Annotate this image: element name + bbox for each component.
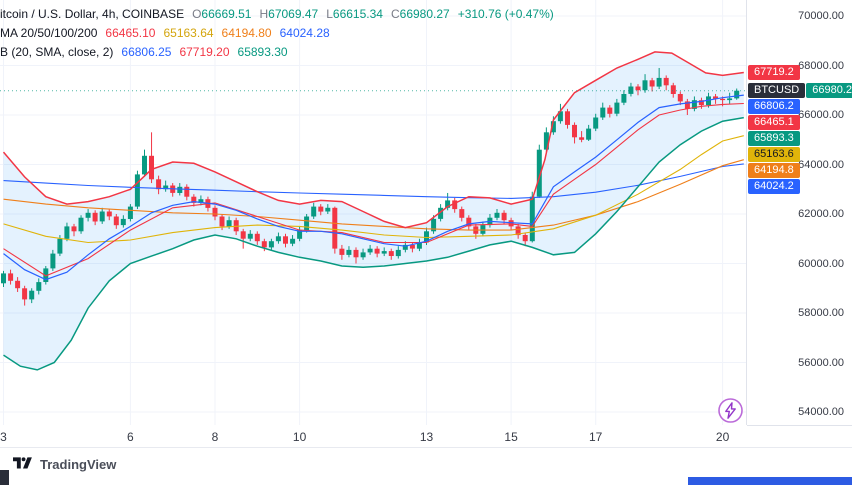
time-axis-label: 17 xyxy=(589,430,603,444)
price-scale-label: 56000.00 xyxy=(798,356,844,369)
ohlc-low: L 66615.34 xyxy=(326,6,383,21)
indicator-price-badge: 64024.2 xyxy=(748,179,800,195)
lightning-button[interactable] xyxy=(717,397,744,424)
last-price-badge: BTCUSD 66980.2 xyxy=(748,83,852,99)
price-scale-separator xyxy=(746,0,747,447)
price-change: +310.76 (+0.47%) xyxy=(457,6,554,21)
price-scale-label: 68000.00 xyxy=(798,59,844,72)
tradingview-logo-icon xyxy=(13,457,32,469)
indicator-value: 67719.20 xyxy=(179,44,230,59)
ohlc-open: O 66669.51 xyxy=(192,6,252,21)
price-scale-label: 62000.00 xyxy=(798,208,844,220)
time-axis-label: 10 xyxy=(292,430,307,444)
time-axis-label: 15 xyxy=(504,430,518,444)
price-scale-label: 58000.00 xyxy=(798,307,844,319)
indicator-price-badge: 66465.1 xyxy=(748,115,800,131)
price-badge-value: 65893.3 xyxy=(748,131,800,147)
price-scale-label: 60000.00 xyxy=(798,257,844,270)
price-scale-label: 66000.00 xyxy=(798,109,844,121)
sma-indicator-label[interactable]: SMA 20/50/100/200 xyxy=(0,25,98,40)
indicator-price-badge: 65893.3 xyxy=(748,131,800,147)
bottom-blue-strip xyxy=(688,477,852,485)
indicator-value: 66465.10 xyxy=(105,25,156,40)
indicator-value: 65893.30 xyxy=(237,44,288,59)
symbol-title[interactable]: Bitcoin / U.S. Dollar, 4h, COINBASE xyxy=(0,6,185,21)
bottom-left-partial-icon xyxy=(0,470,9,485)
time-axis[interactable]: 3 6 8 10 13 15 17 20 xyxy=(0,425,747,447)
indicator-price-badge: 65163.6 xyxy=(748,147,800,163)
indicator-value: 66806.25 xyxy=(121,44,172,59)
price-scale-label: 64000.00 xyxy=(798,158,844,171)
symbol-legend-row: Bitcoin / U.S. Dollar, 4h, COINBASE O 666… xyxy=(0,4,554,23)
indicator-price-badge: 66806.2 xyxy=(748,99,800,115)
price-badge-value: 64194.8 xyxy=(748,163,800,179)
price-badge-value: 64024.2 xyxy=(748,179,800,195)
price-badge-value: 66980.2 xyxy=(806,83,852,99)
price-badge-value: 67719.2 xyxy=(748,64,800,80)
indicator-price-badge: 67719.2 xyxy=(748,64,800,80)
price-scale-label: 54000.00 xyxy=(798,406,844,418)
indicator-price-badge: 64194.8 xyxy=(748,163,800,179)
time-axis-label: 13 xyxy=(419,430,434,444)
price-scale[interactable]: 70000.00 68000.00 66000.00 64000.00 62000.00… xyxy=(747,0,852,425)
time-axis-label: 8 xyxy=(211,430,219,444)
price-scale-label: 70000.00 xyxy=(798,10,844,22)
indicator-value: 64194.80 xyxy=(221,25,272,40)
bb-indicator-label[interactable]: BB (20, SMA, close, 2) xyxy=(0,44,114,59)
ohlc-high: H 67069.47 xyxy=(259,6,319,21)
time-axis-label: 6 xyxy=(127,430,134,444)
price-badge-value: 66806.2 xyxy=(748,99,800,115)
price-badge-value: 65163.6 xyxy=(748,147,800,163)
ohlc-close: C 66980.27 xyxy=(390,6,450,21)
sma-indicator-row: SMA 20/50/100/200 66465.10 65163.64 64194.… xyxy=(0,23,554,42)
chart-canvas[interactable] xyxy=(0,0,747,425)
price-badge-value: 66465.1 xyxy=(748,115,800,131)
tradingview-logo[interactable]: TradingView xyxy=(13,456,116,472)
bb-indicator-values: 66806.25 67719.20 65893.30 xyxy=(121,45,287,59)
sma-indicator-values: 66465.10 65163.64 64194.80 64024.28 xyxy=(105,26,329,40)
tradingview-logo-text: TradingView xyxy=(40,456,117,472)
chart-legend: Bitcoin / U.S. Dollar, 4h, COINBASE O 666… xyxy=(0,4,554,61)
chart-bottom-border xyxy=(0,447,852,448)
time-axis-label: 20 xyxy=(715,430,730,444)
lightning-icon xyxy=(718,398,743,423)
indicator-value: 64024.28 xyxy=(279,25,330,40)
bb-indicator-row: BB (20, SMA, close, 2) 66806.25 67719.20 6… xyxy=(0,42,554,61)
time-axis-label: 3 xyxy=(0,430,7,444)
symbol-tag: BTCUSD xyxy=(748,83,806,99)
indicator-value: 65163.64 xyxy=(163,25,214,40)
